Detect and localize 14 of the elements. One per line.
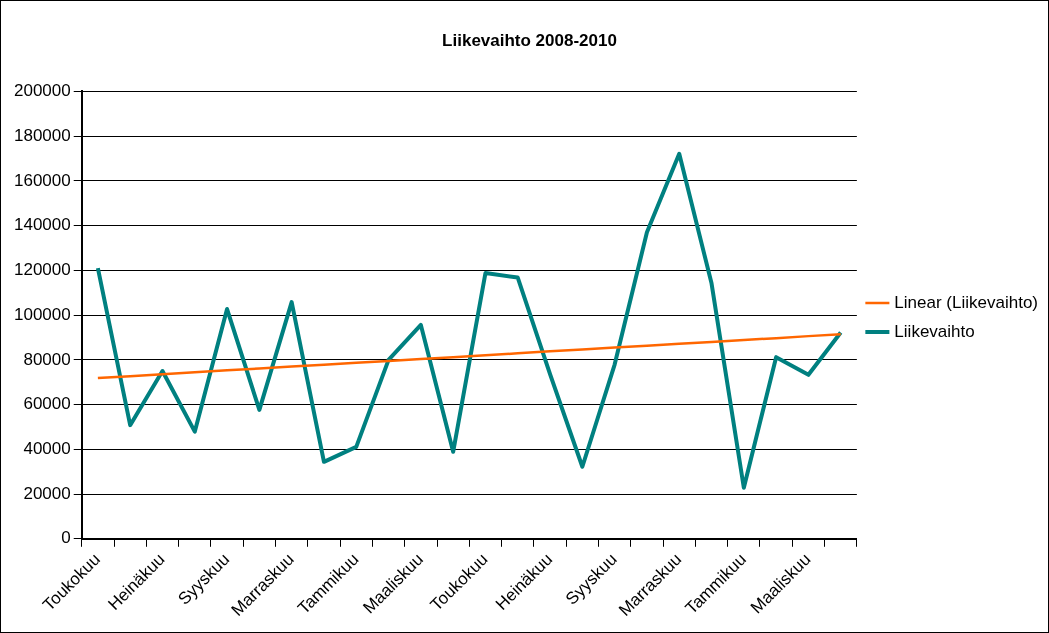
y-tick-label: 160000 <box>13 170 71 190</box>
legend-label: Linear (Liikevaihto) <box>894 292 1039 312</box>
y-tick-label: 40000 <box>23 439 71 458</box>
y-tick-label: 200000 <box>13 81 71 101</box>
y-tick-label: 100000 <box>13 304 71 324</box>
y-tick-label: 0 <box>61 528 71 548</box>
y-tick-label: 80000 <box>23 349 71 369</box>
y-tick-label: 120000 <box>13 260 71 280</box>
chart-title: Liikevaihto 2008-2010 <box>442 30 617 50</box>
y-tick-label: 180000 <box>13 125 71 145</box>
y-tick-label: 60000 <box>23 394 71 414</box>
y-tick-label: 140000 <box>13 215 71 235</box>
legend-label: Liikevaihto <box>894 321 975 341</box>
y-tick-label: 20000 <box>23 483 71 503</box>
